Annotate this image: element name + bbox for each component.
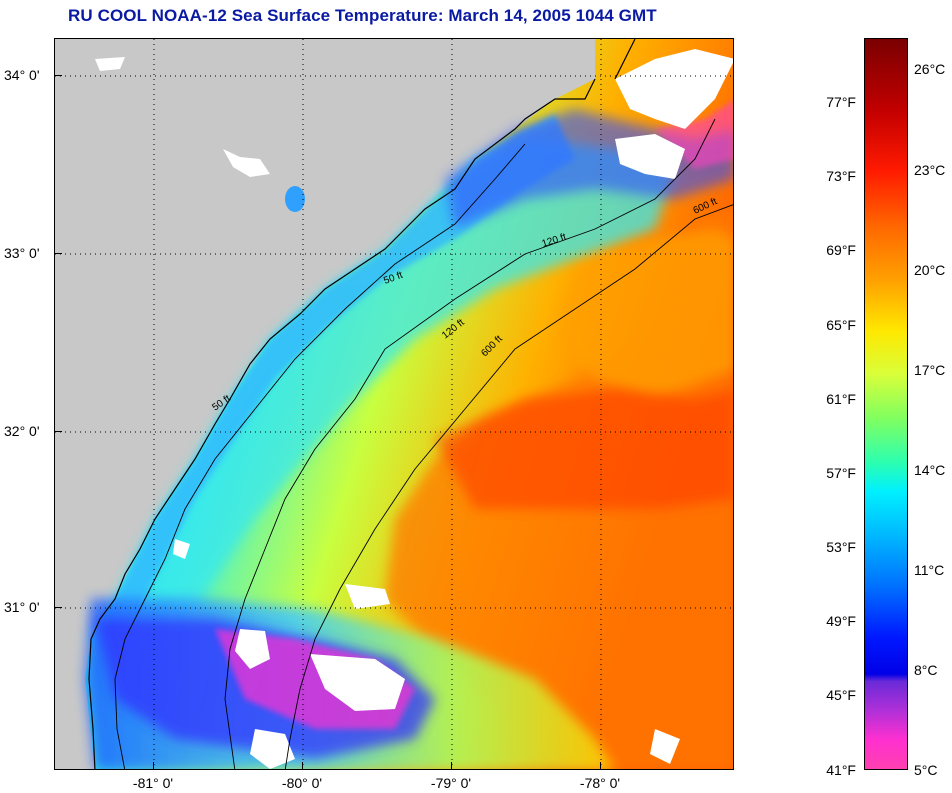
map-title: RU COOL NOAA-12 Sea Surface Temperature:… [68,6,657,25]
colorbar-f-label: 77°F [826,94,856,110]
colorbar-c-label: 26°C [914,61,946,77]
colorbar-c-label: 20°C [914,262,946,278]
lat-label-34: 34° 0' [4,67,40,83]
colorbar-f-label: 49°F [826,613,856,629]
colorbar-f-label: 41°F [826,762,856,778]
colorbar-c-label: 14°C [914,462,946,478]
colorbar-f-label: 65°F [826,317,856,333]
lat-tick [54,75,62,76]
colorbar-c-label: 11°C [914,562,945,578]
lat-label-33: 33° 0' [4,245,40,261]
lon-label-78: -78° 0' [579,775,621,791]
colorbar-f-label: 45°F [826,687,856,703]
lon-tick [600,762,601,770]
lat-label-32: 32° 0' [4,423,40,439]
colorbar-c-label: 8°C [914,662,938,678]
sst-map-canvas: 50 ft 50 ft 120 ft 120 ft 600 ft 600 ft [55,39,733,769]
sst-map[interactable]: 50 ft 50 ft 120 ft 120 ft 600 ft 600 ft [54,38,734,770]
temperature-colorbar [864,38,908,770]
lat-tick [54,253,62,254]
colorbar-f-label: 53°F [826,539,856,555]
lon-label-81: -81° 0' [132,775,174,791]
colorbar-c-label: 5°C [914,762,938,778]
lon-label-79: -79° 0' [430,775,472,791]
colorbar-c-label: 23°C [914,162,946,178]
colorbar-f-label: 69°F [826,242,856,258]
lon-tick [302,762,303,770]
lon-tick [451,762,452,770]
colorbar-f-label: 73°F [826,168,856,184]
lat-label-31: 31° 0' [4,599,40,615]
lon-tick [153,762,154,770]
colorbar-f-label: 57°F [826,465,856,481]
lat-tick [54,431,62,432]
colorbar-c-label: 17°C [914,362,946,378]
lat-tick [54,607,62,608]
lon-label-80: -80° 0' [281,775,323,791]
colorbar-f-label: 61°F [826,391,856,407]
